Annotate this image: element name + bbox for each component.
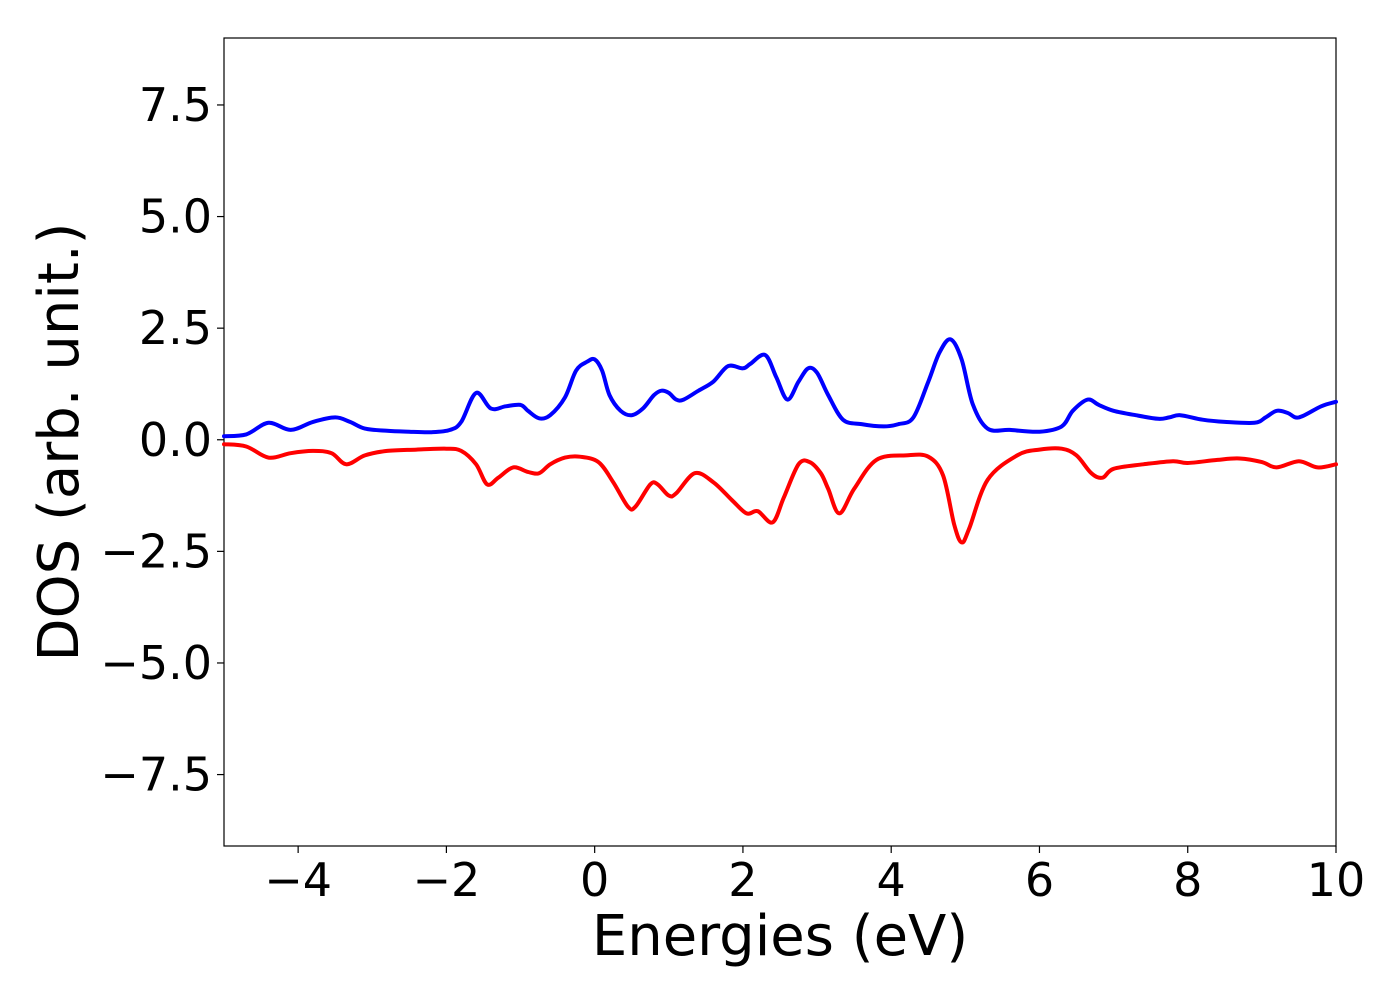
x-axis: −4 −2 0 2 4 6 8 10 — [264, 846, 1365, 907]
y-tick-label: −7.5 — [100, 748, 212, 802]
x-tick-label: 6 — [1025, 853, 1054, 907]
y-tick-label: −5.0 — [100, 636, 212, 690]
x-tick-label: −2 — [412, 853, 480, 907]
plot-frame — [223, 37, 1337, 847]
y-axis-label: DOS (arb. unit.) — [27, 222, 92, 661]
x-tick-label: 10 — [1307, 853, 1366, 907]
spin-down-dos-line — [222, 442, 1338, 545]
x-tick-label: 4 — [877, 853, 906, 907]
x-tick-label: 2 — [728, 853, 757, 907]
x-tick-label: 8 — [1173, 853, 1202, 907]
spin-up-dos-line — [222, 337, 1338, 439]
series-layer — [222, 337, 1338, 545]
y-tick-label: 5.0 — [139, 190, 212, 244]
x-tick-label: −4 — [264, 853, 332, 907]
x-axis-label: Energies (eV) — [592, 904, 968, 969]
y-axis: 7.5 5.0 2.5 0.0 −2.5 −5.0 −7.5 — [100, 78, 224, 802]
y-tick-label: −2.5 — [100, 524, 212, 578]
y-tick-label: 7.5 — [139, 78, 212, 132]
y-tick-label: 0.0 — [139, 413, 212, 467]
plot-area — [222, 37, 1338, 847]
y-tick-label: 2.5 — [139, 301, 212, 355]
x-tick-label: 0 — [580, 853, 609, 907]
